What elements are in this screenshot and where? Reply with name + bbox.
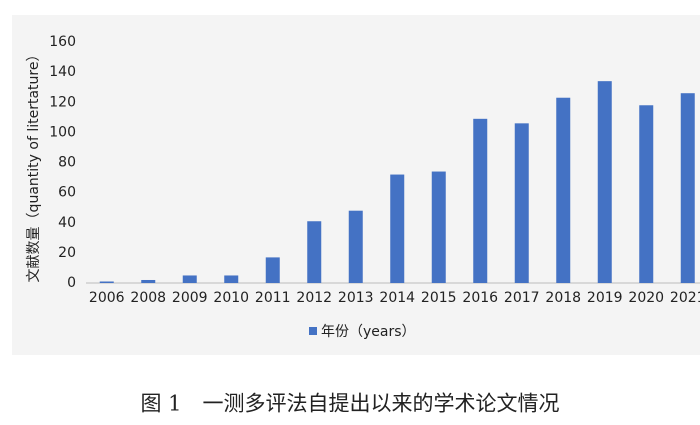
bar bbox=[141, 279, 156, 283]
x-tick-label: 2017 bbox=[504, 290, 540, 306]
x-tick-label: 2012 bbox=[296, 290, 332, 306]
chart-background bbox=[12, 15, 700, 355]
x-tick-label: 2008 bbox=[130, 290, 166, 306]
legend-label: 年份（years） bbox=[321, 324, 416, 340]
caption: 图 1 一测多评法自提出以来的学术论文情况 bbox=[140, 392, 559, 416]
x-tick-label: 2018 bbox=[545, 290, 581, 306]
y-tick-label: 160 bbox=[49, 34, 76, 50]
x-tick-label: 2015 bbox=[421, 290, 457, 306]
y-tick-label: 80 bbox=[58, 155, 76, 171]
x-tick-label: 2016 bbox=[462, 290, 498, 306]
x-tick-label: 2011 bbox=[255, 290, 291, 306]
y-tick-label: 40 bbox=[58, 215, 76, 231]
bar bbox=[556, 97, 571, 283]
bar bbox=[597, 81, 612, 283]
bar bbox=[639, 105, 654, 283]
bar bbox=[390, 174, 405, 283]
bar bbox=[514, 123, 529, 284]
x-tick-label: 2010 bbox=[213, 290, 249, 306]
legend-swatch bbox=[309, 327, 317, 335]
bar bbox=[224, 275, 239, 283]
x-tick-label: 2009 bbox=[172, 290, 208, 306]
x-tick-label: 2021 bbox=[670, 290, 700, 306]
y-axis-label: 文献数量（quantity of litertature） bbox=[26, 48, 42, 283]
bar bbox=[348, 210, 363, 283]
y-tick-label: 120 bbox=[49, 94, 76, 110]
x-tick-label: 2020 bbox=[628, 290, 664, 306]
x-tick-label: 2013 bbox=[338, 290, 374, 306]
x-tick-label: 2014 bbox=[379, 290, 415, 306]
bar bbox=[680, 93, 695, 284]
bar bbox=[265, 257, 280, 283]
bar bbox=[431, 171, 446, 283]
bar bbox=[307, 221, 322, 283]
x-tick-label: 2019 bbox=[587, 290, 623, 306]
y-tick-label: 140 bbox=[49, 64, 76, 80]
y-tick-label: 0 bbox=[67, 275, 76, 291]
y-tick-label: 20 bbox=[58, 245, 76, 261]
bar bbox=[182, 275, 197, 283]
y-tick-label: 60 bbox=[58, 185, 76, 201]
bar bbox=[99, 281, 114, 283]
bar bbox=[473, 118, 488, 283]
y-tick-label: 100 bbox=[49, 124, 76, 140]
x-tick-label: 2006 bbox=[89, 290, 125, 306]
